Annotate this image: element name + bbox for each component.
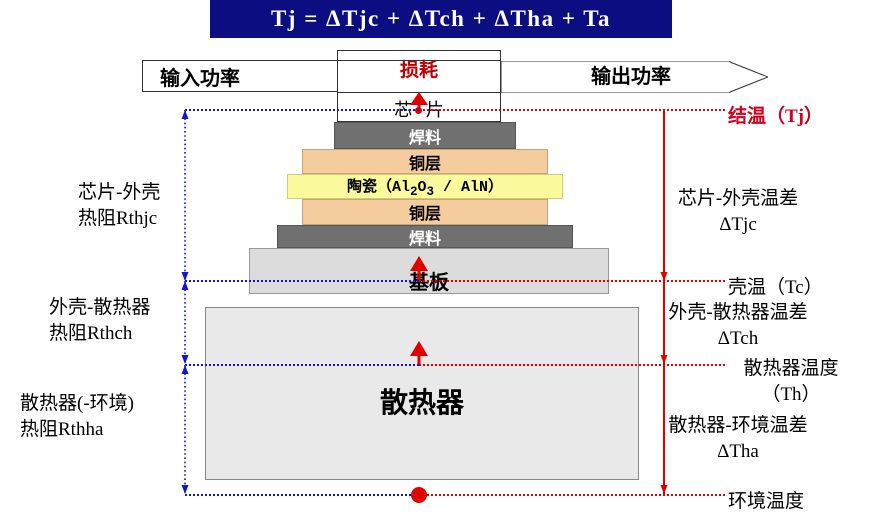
svg-text:输出功率: 输出功率 [591,64,671,88]
